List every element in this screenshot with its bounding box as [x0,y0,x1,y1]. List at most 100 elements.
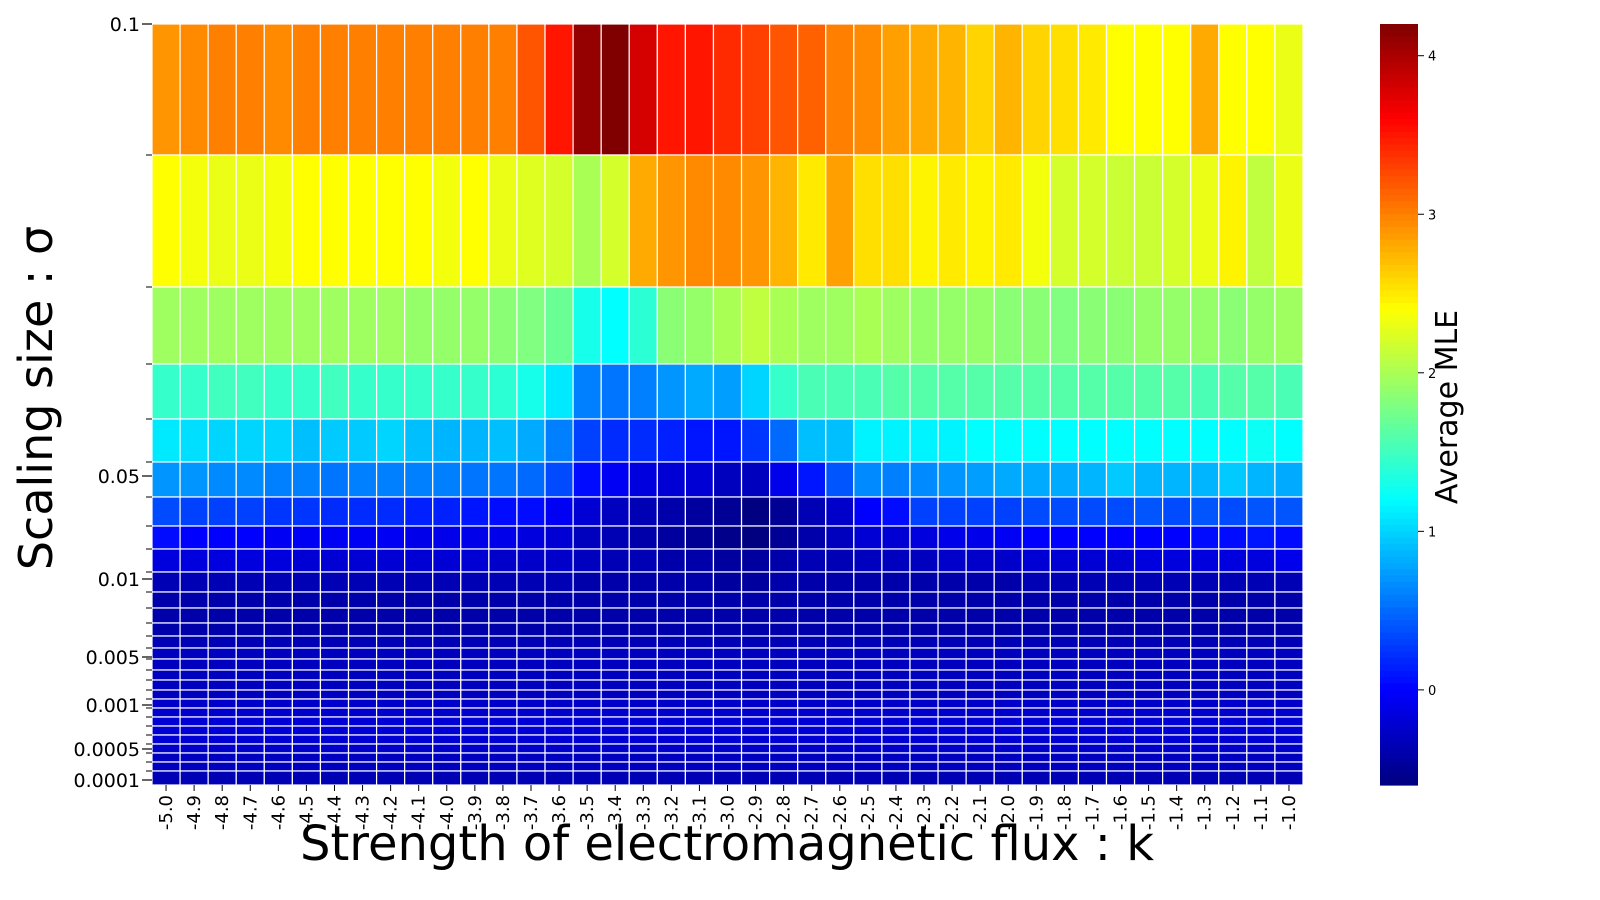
heatmap-cell [544,647,574,660]
heatmap-cell [1133,23,1164,156]
heatmap-cell [319,635,350,649]
heatmap-cell [207,734,237,745]
heatmap-cell [1162,571,1192,593]
heatmap-cell [404,571,434,593]
heatmap-cell [1133,761,1164,772]
heatmap-cell [460,635,490,649]
heatmap-cell [488,647,518,660]
heatmap-cell [797,679,827,691]
heatmap-cell [937,525,967,550]
colorbar-segment [1380,55,1418,63]
heatmap-cell [909,707,939,718]
heatmap-cell [1021,571,1051,593]
heatmap-cell [404,591,434,609]
heatmap-cell [909,647,939,660]
y-axis: 0.1 0.05 0.01 0.005 0.001 0.0005 0.0001 [74,14,152,792]
heatmap-cell [600,461,630,498]
heatmap-cell [1105,658,1136,671]
x-tick-label: -1.4 [1167,795,1188,830]
heatmap-cell [460,761,490,772]
heatmap-cell [628,647,658,660]
heatmap-cell [544,571,574,593]
heatmap-cell [375,679,406,691]
heatmap-cell [179,689,209,700]
heatmap-cell [825,548,855,573]
heatmap-cell [179,363,209,420]
heatmap-cell [544,23,574,156]
heatmap-cell [684,525,715,550]
heatmap-cell [207,461,237,498]
heatmap-cell [488,496,518,527]
heatmap-cell [460,734,490,745]
heatmap-cell [1105,707,1136,718]
heatmap-cell [235,658,265,671]
heatmap-cell [1105,591,1136,609]
heatmap-cell [375,752,406,763]
heatmap-cell [993,607,1023,624]
colorbar-segment [1380,537,1418,545]
heatmap-cell [291,622,322,637]
heatmap-cell [291,23,322,156]
heatmap-cell [628,689,658,700]
heatmap-cell [572,752,602,763]
heatmap-cell [572,743,602,754]
heatmap-cell [207,698,237,709]
heatmap-cell [853,658,883,671]
heatmap-cell [1049,761,1080,772]
heatmap-cell [797,707,827,718]
heatmap-cell [179,496,209,527]
heatmap-cell [1190,734,1220,745]
heatmap-cell [207,571,237,593]
heatmap-cell [1077,689,1108,700]
heatmap-cell [516,622,546,637]
heatmap-cell [1190,496,1220,527]
heatmap-cell [965,548,995,573]
heatmap-cell [432,770,462,786]
heatmap-cell [1274,679,1304,691]
heatmap-cell [937,743,967,754]
heatmap-cell [488,591,518,609]
heatmap-cell [1133,286,1164,365]
heatmap-cell [656,571,686,593]
heatmap-cell [825,689,855,700]
heatmap-cell [235,548,265,573]
heatmap-cell [263,418,293,463]
heatmap-cell [263,548,293,573]
heatmap-cell [572,591,602,609]
colorbar-tick-label: 2 [1428,367,1436,382]
heatmap-cell [151,707,181,718]
heatmap-cell [404,286,434,365]
heatmap-cell [909,363,939,420]
colorbar-segment [1380,258,1418,266]
heatmap-cell [684,647,715,660]
heatmap-cell [347,698,378,709]
heatmap-cell [1049,752,1080,763]
heatmap-cell [965,461,995,498]
heatmap-cell [600,698,630,709]
heatmap-cell [684,548,715,573]
heatmap-cell [1021,725,1051,736]
heatmap-cell [1077,752,1108,763]
heatmap-cell [432,698,462,709]
colorbar-segment [1380,753,1418,761]
heatmap-cell [404,689,434,700]
heatmap-cell [853,571,883,593]
x-tick-label: -1.8 [1054,795,1075,830]
colorbar-segment [1380,556,1418,564]
heatmap-cell [937,647,967,660]
heatmap-cell [516,770,546,786]
heatmap-cell [881,679,911,691]
heatmap-cell [712,635,743,649]
colorbar-segment [1380,467,1418,475]
heatmap-cell [1274,770,1304,786]
heatmap-cell [937,689,967,700]
heatmap-cell [1049,418,1080,463]
heatmap-cell [347,461,378,498]
heatmap-cell [1105,363,1136,420]
heatmap-cell [1021,548,1051,573]
heatmap-cell [1049,23,1080,156]
heatmap-cell [993,743,1023,754]
heatmap-cell [1021,658,1051,671]
heatmap-cell [628,496,658,527]
colorbar-segment [1380,74,1418,82]
